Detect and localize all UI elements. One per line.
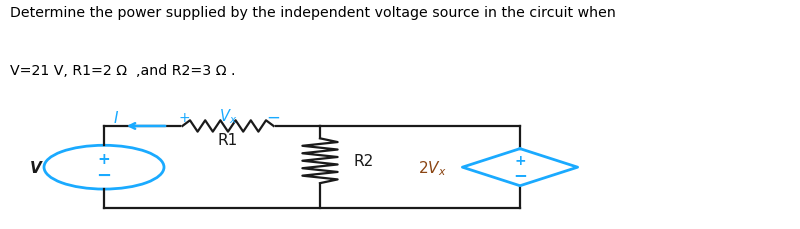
Text: R2: R2 bbox=[354, 154, 374, 169]
Text: V=21 V, R1=2 Ω  ,and R2=3 Ω .: V=21 V, R1=2 Ω ,and R2=3 Ω . bbox=[10, 64, 235, 78]
Text: −: − bbox=[97, 167, 111, 185]
Text: Determine the power supplied by the independent voltage source in the circuit wh: Determine the power supplied by the inde… bbox=[10, 6, 615, 20]
Text: +: + bbox=[514, 153, 526, 167]
Text: $I$: $I$ bbox=[113, 109, 119, 125]
Text: V: V bbox=[30, 160, 42, 175]
Text: R1: R1 bbox=[218, 132, 238, 147]
Text: +: + bbox=[98, 152, 110, 167]
Text: +: + bbox=[178, 110, 190, 124]
Text: $V_x$: $V_x$ bbox=[219, 107, 237, 125]
Text: −: − bbox=[513, 166, 527, 184]
Text: −: − bbox=[266, 109, 281, 126]
Text: $2V_x$: $2V_x$ bbox=[418, 158, 446, 177]
